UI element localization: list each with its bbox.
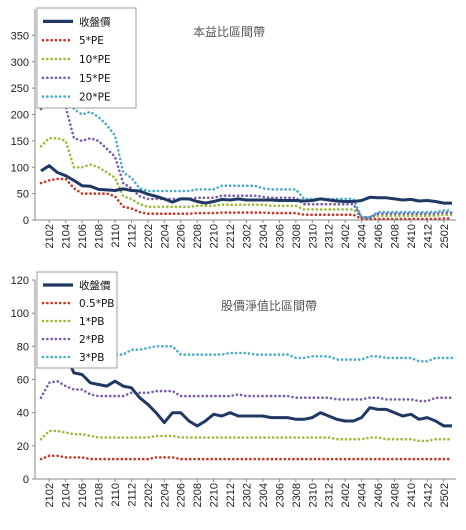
- y-tick-label: 20: [17, 441, 29, 453]
- x-tick-label: 2204: [159, 483, 171, 507]
- y-tick-label: 120: [11, 275, 29, 287]
- x-tick-label: 2208: [192, 224, 204, 248]
- x-tick-label: 2102: [44, 483, 56, 507]
- legend-box: [36, 271, 118, 369]
- y-tick-label: 150: [11, 136, 29, 148]
- x-tick-label: 2312: [324, 224, 336, 248]
- x-tick-label: 2406: [373, 224, 385, 248]
- y-tick-label: 350: [11, 30, 29, 42]
- x-tick-label: 2112: [126, 224, 138, 248]
- x-tick-label: 2412: [422, 483, 434, 507]
- x-tick-label: 2212: [225, 483, 237, 507]
- y-tick-label: 100: [11, 162, 29, 174]
- x-tick-label: 2404: [357, 483, 369, 507]
- series-line-4: [39, 55, 454, 219]
- legend-label: 10*PE: [79, 54, 111, 66]
- legend-label: 15*PE: [79, 73, 111, 85]
- y-tick-label: 250: [11, 83, 29, 95]
- x-tick-label: 2210: [209, 483, 221, 507]
- x-tick-label: 2406: [373, 483, 385, 507]
- y-tick-label: 0: [23, 474, 29, 486]
- y-tick-label: 0: [23, 215, 29, 227]
- series-line-0: [39, 306, 452, 428]
- x-tick-label: 2304: [258, 224, 270, 248]
- x-tick-label: 2206: [176, 483, 188, 507]
- x-tick-label: 2412: [422, 224, 434, 248]
- x-tick-label: 2310: [307, 224, 319, 248]
- x-tick-label: 2204: [159, 224, 171, 248]
- series-line-4: [39, 331, 454, 363]
- series-line-1: [39, 177, 454, 220]
- x-tick-label: 2408: [389, 224, 401, 248]
- legend-label: 2*PB: [79, 334, 104, 346]
- x-tick-label: 2206: [176, 224, 188, 248]
- x-tick-label: 2212: [225, 224, 237, 248]
- pb-band-chart-panel: 0 20 40 60 80 100 120 2102 2104 2106 2108 2110 2112 2…: [1, 268, 464, 529]
- series-line-2: [39, 429, 454, 443]
- legend-label: 收盤價: [79, 15, 111, 28]
- legend-label: 0.5*PB: [79, 298, 114, 310]
- pe-band-chart: 0 50 100 150 200 250 300 350 2102 2104 2106 2108 211…: [11, 7, 456, 248]
- y-tick-label: 40: [17, 408, 29, 420]
- x-tick-label: 2106: [77, 483, 89, 507]
- x-tick-label: 2112: [126, 483, 138, 507]
- x-tick-label: 2502: [439, 224, 451, 248]
- legend-label: 20*PE: [79, 92, 111, 104]
- y-tick-label: 60: [17, 375, 29, 387]
- x-tick-label: 2312: [324, 483, 336, 507]
- x-tick-label: 2304: [258, 483, 270, 507]
- legend-label: 收盤價: [79, 279, 111, 292]
- x-tick-label: 2108: [94, 483, 106, 507]
- x-tick-label: 2408: [389, 483, 401, 507]
- chart-title: 股價淨值比區間帶: [221, 298, 317, 313]
- y-tick-label: 200: [11, 110, 29, 122]
- series-line-1: [39, 454, 454, 461]
- x-tick-label: 2202: [143, 483, 155, 507]
- y-tick-label: 300: [11, 57, 29, 69]
- x-tick-label: 2106: [77, 224, 89, 248]
- chart-title: 本益比區間帶: [193, 25, 265, 39]
- x-tick-label: 2402: [340, 224, 352, 248]
- x-tick-label: 2202: [143, 224, 155, 248]
- x-tick-label: 2310: [307, 483, 319, 507]
- x-tick-label: 2402: [340, 483, 352, 507]
- x-tick-label: 2104: [61, 224, 73, 248]
- x-tick-label: 2410: [406, 483, 418, 507]
- legend-box: [36, 7, 137, 109]
- pb-band-chart: 0 20 40 60 80 100 120 2102 2104 2106 2108 2110 2112 2…: [11, 271, 456, 507]
- y-tick-label: 80: [17, 341, 29, 353]
- x-tick-label: 2306: [274, 224, 286, 248]
- series-line-2: [39, 136, 454, 219]
- x-tick-label: 2306: [274, 483, 286, 507]
- x-tick-label: 2210: [209, 224, 221, 248]
- x-tick-label: 2302: [242, 483, 254, 507]
- x-tick-label: 2208: [192, 483, 204, 507]
- series-line-0: [40, 164, 452, 205]
- x-tick-label: 2110: [110, 224, 122, 248]
- y-tick-label: 100: [11, 308, 29, 320]
- series-line-3: [39, 97, 454, 219]
- legend-label: 3*PB: [79, 352, 104, 364]
- x-tick-label: 2302: [242, 224, 254, 248]
- x-tick-label: 2410: [406, 224, 418, 248]
- x-tick-label: 2404: [357, 224, 369, 248]
- x-tick-label: 2102: [44, 224, 56, 248]
- legend-label: 1*PB: [79, 316, 104, 328]
- x-tick-label: 2308: [291, 483, 303, 507]
- x-tick-label: 2104: [61, 483, 73, 507]
- x-tick-label: 2308: [291, 224, 303, 248]
- pe-band-chart-panel: 0 50 100 150 200 250 300 350 2102 2104 2106 2108 211…: [1, 0, 464, 262]
- x-tick-label: 2110: [110, 483, 122, 507]
- series-line-3: [39, 379, 454, 403]
- x-tick-label: 2108: [94, 224, 106, 248]
- x-tick-label: 2502: [439, 483, 451, 507]
- y-tick-label: 50: [17, 189, 29, 201]
- legend-label: 5*PE: [79, 35, 104, 47]
